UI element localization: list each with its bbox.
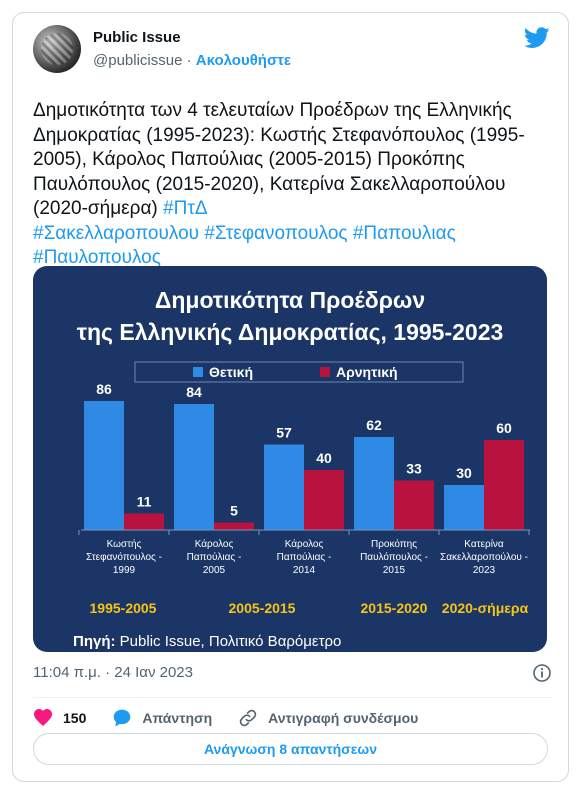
bar-negative-0 xyxy=(124,513,164,530)
tweet-body: Δημοτικότητα των 4 τελευταίων Προέδρων τ… xyxy=(33,100,525,219)
bar-value-label-0-3: 62 xyxy=(366,417,382,433)
bar-value-label-0-2: 57 xyxy=(276,425,292,441)
hashtag-stefanopoulos[interactable]: #Στεφανοπουλος xyxy=(204,222,348,244)
bar-value-label-0-4: 30 xyxy=(456,465,472,481)
category-label-3-2: 2015 xyxy=(383,565,406,576)
period-label-2: 2015-2020 xyxy=(361,600,428,616)
legend-label-0: Θετική xyxy=(209,364,253,380)
period-label-0: 1995-2005 xyxy=(90,600,157,616)
bar-value-label-1-1: 5 xyxy=(230,503,238,519)
separator-dot: · xyxy=(186,52,192,69)
category-label-1-2: 2005 xyxy=(203,565,226,576)
category-label-4-1: Σακελλαροπούλου - xyxy=(440,551,528,563)
info-icon[interactable] xyxy=(532,663,552,683)
category-label-3-0: Προκόπης xyxy=(371,538,417,550)
tweet-timestamp[interactable]: 11:04 π.μ. · 24 Ιαν 2023 xyxy=(33,664,193,681)
like-button[interactable]: 150 xyxy=(33,709,86,727)
bar-negative-1 xyxy=(214,522,254,530)
hashtag-papoulias[interactable]: #Παπουλιας xyxy=(352,222,456,244)
bar-value-label-1-2: 40 xyxy=(316,450,332,466)
copy-link-label: Αντιγραφή συνδέσμου xyxy=(268,710,419,726)
author-handle[interactable]: @publicissue xyxy=(93,52,183,69)
copy-link-button[interactable]: Αντιγραφή συνδέσμου xyxy=(238,708,418,728)
source-label: Πηγή: xyxy=(73,633,116,650)
bar-value-label-1-0: 11 xyxy=(137,494,152,510)
period-label-1: 2005-2015 xyxy=(229,600,296,616)
category-label-0-1: Στεφανόπουλος - xyxy=(86,551,162,563)
legend-swatch-0 xyxy=(193,367,203,377)
bar-negative-4 xyxy=(484,440,524,530)
link-icon xyxy=(239,709,257,727)
category-label-0-2: 1999 xyxy=(113,565,136,576)
chart-title-line-2: της Ελληνικής Δημοκρατίας, 1995-2023 xyxy=(77,319,504,345)
bar-positive-4 xyxy=(444,485,484,530)
action-bar: 150 Απάντηση Αντιγραφή συνδέσμου xyxy=(33,703,444,733)
bar-positive-3 xyxy=(354,437,394,530)
chart-legend-box xyxy=(134,361,464,383)
bar-value-label-1-4: 60 xyxy=(496,420,512,436)
period-label-3: 2020-σήμερα xyxy=(442,600,529,616)
bar-value-label-0-0: 86 xyxy=(96,381,112,397)
read-replies-button[interactable]: Ανάγνωση 8 απαντήσεων xyxy=(33,733,548,765)
category-label-2-2: 2014 xyxy=(293,565,316,576)
legend-swatch-1 xyxy=(320,367,330,377)
category-label-2-1: Παπούλιας - xyxy=(277,551,332,563)
avatar[interactable] xyxy=(33,25,81,73)
category-label-4-2: 2023 xyxy=(473,565,496,576)
hashtag-sakellaropoulou[interactable]: #Σακελλαροπουλου xyxy=(33,222,200,244)
hashtag-ptd[interactable]: #ΠτΔ xyxy=(163,198,208,219)
tweet-text: Δημοτικότητα των 4 τελευταίων Προέδρων τ… xyxy=(33,99,553,271)
bar-positive-1 xyxy=(174,404,214,530)
category-label-2-0: Κάρολος xyxy=(285,538,324,550)
category-label-0-0: Κωστής xyxy=(107,538,142,550)
reply-button[interactable]: Απάντηση xyxy=(112,708,212,728)
divider xyxy=(33,697,552,698)
chart-title-line-1: Δημοτικότητα Προέδρων xyxy=(155,287,425,313)
legend-label-1: Αρνητική xyxy=(336,364,398,380)
handle-row: @publicissue · Ακολουθήστε xyxy=(93,52,291,69)
tweet-card: Public Issue @publicissue · Ακολουθήστε … xyxy=(12,12,569,782)
follow-link[interactable]: Ακολουθήστε xyxy=(195,52,292,69)
twitter-bird-icon[interactable] xyxy=(524,27,550,49)
heart-icon xyxy=(34,709,52,727)
category-label-4-0: Κατερίνα xyxy=(464,538,504,550)
bar-value-label-0-1: 84 xyxy=(186,384,202,400)
hashtag-pavlopoulos[interactable]: #Παυλοπουλος xyxy=(33,247,161,268)
reply-label: Απάντηση xyxy=(142,710,213,726)
bar-positive-0 xyxy=(84,401,124,530)
chart-image[interactable]: Δημοτικότητα Προέδρων της Ελληνικής Δημοκ… xyxy=(33,266,547,652)
bar-positive-2 xyxy=(264,444,304,530)
source-text: Public Issue, Πολιτικό Βαρόμετρο xyxy=(116,633,342,650)
author-name[interactable]: Public Issue xyxy=(93,29,181,46)
chart-source: Πηγή: Public Issue, Πολιτικό Βαρόμετρο xyxy=(73,633,341,650)
like-count: 150 xyxy=(63,710,87,726)
reply-bubble-icon xyxy=(114,709,131,727)
bar-negative-3 xyxy=(394,480,434,530)
bar-negative-2 xyxy=(304,470,344,530)
category-label-3-1: Παυλόπουλος - xyxy=(360,551,428,563)
category-label-1-0: Κάρολος xyxy=(195,538,234,550)
bar-chart: Δημοτικότητα Προέδρων της Ελληνικής Δημοκ… xyxy=(73,287,530,650)
category-label-1-1: Παπούλιας - xyxy=(187,551,242,563)
bar-value-label-1-3: 33 xyxy=(406,461,422,477)
